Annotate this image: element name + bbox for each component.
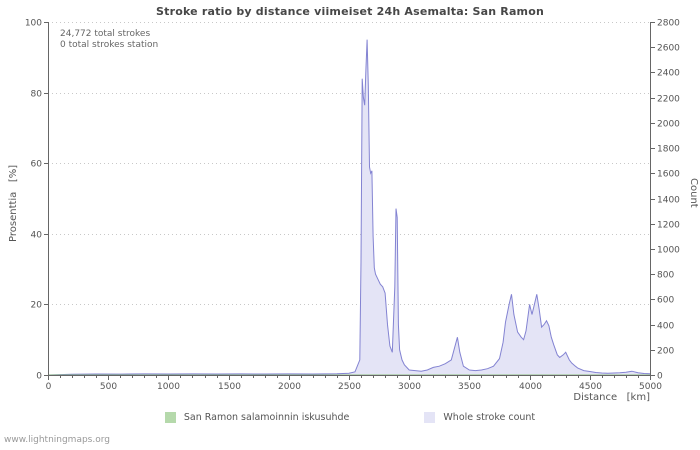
svg-text:4500: 4500 <box>579 382 602 392</box>
svg-text:1000: 1000 <box>157 382 180 392</box>
svg-text:20: 20 <box>31 301 43 311</box>
svg-text:1600: 1600 <box>657 170 680 180</box>
total-strokes-annotation: 24,772 total strokes 0 total strokes sta… <box>60 29 158 51</box>
legend-item-count: Whole stroke count <box>424 412 535 423</box>
svg-text:800: 800 <box>657 271 674 281</box>
svg-text:400: 400 <box>657 322 674 332</box>
svg-text:80: 80 <box>31 90 43 100</box>
svg-text:1400: 1400 <box>657 196 680 206</box>
legend: San Ramon salamoinnin iskusuhde Whole st… <box>0 412 700 423</box>
svg-text:2500: 2500 <box>338 382 361 392</box>
ratio-legend-label: San Ramon salamoinnin iskusuhde <box>183 412 350 423</box>
total-strokes-line: 24,772 total strokes <box>60 29 151 39</box>
watermark-link[interactable]: www.lightningmaps.org <box>4 435 110 445</box>
svg-text:2800: 2800 <box>657 19 680 29</box>
svg-text:3000: 3000 <box>398 382 421 392</box>
svg-text:200: 200 <box>657 347 674 357</box>
svg-text:2400: 2400 <box>657 69 680 79</box>
chart-title: Stroke ratio by distance viimeiset 24h A… <box>155 5 545 18</box>
svg-text:0: 0 <box>36 372 42 382</box>
svg-text:60: 60 <box>31 160 43 170</box>
legend-item-ratio: San Ramon salamoinnin iskusuhde <box>164 412 350 423</box>
svg-text:5000: 5000 <box>639 382 662 392</box>
svg-text:2600: 2600 <box>657 44 680 54</box>
count-swatch <box>424 412 436 423</box>
svg-text:0: 0 <box>657 372 663 382</box>
svg-text:500: 500 <box>100 382 117 392</box>
y-axis-label-right: Count <box>688 178 699 208</box>
svg-text:1000: 1000 <box>657 246 680 256</box>
svg-text:3500: 3500 <box>458 382 481 392</box>
svg-text:1800: 1800 <box>657 145 680 155</box>
svg-text:2000: 2000 <box>278 382 301 392</box>
count-legend-label: Whole stroke count <box>443 412 536 423</box>
svg-text:2200: 2200 <box>657 95 680 105</box>
svg-text:1200: 1200 <box>657 221 680 231</box>
svg-text:4000: 4000 <box>519 382 542 392</box>
svg-text:0: 0 <box>46 382 52 392</box>
svg-text:1500: 1500 <box>218 382 241 392</box>
svg-text:600: 600 <box>657 296 674 306</box>
y-axis-label-left: Prosenttia [%] <box>8 164 19 242</box>
ratio-swatch <box>164 412 176 423</box>
total-strokes-station-line: 0 total strokes station <box>60 40 159 50</box>
svg-text:40: 40 <box>31 231 43 241</box>
svg-text:100: 100 <box>25 19 42 29</box>
x-axis-label: Distance [km] <box>573 392 650 403</box>
svg-text:2000: 2000 <box>657 120 680 130</box>
